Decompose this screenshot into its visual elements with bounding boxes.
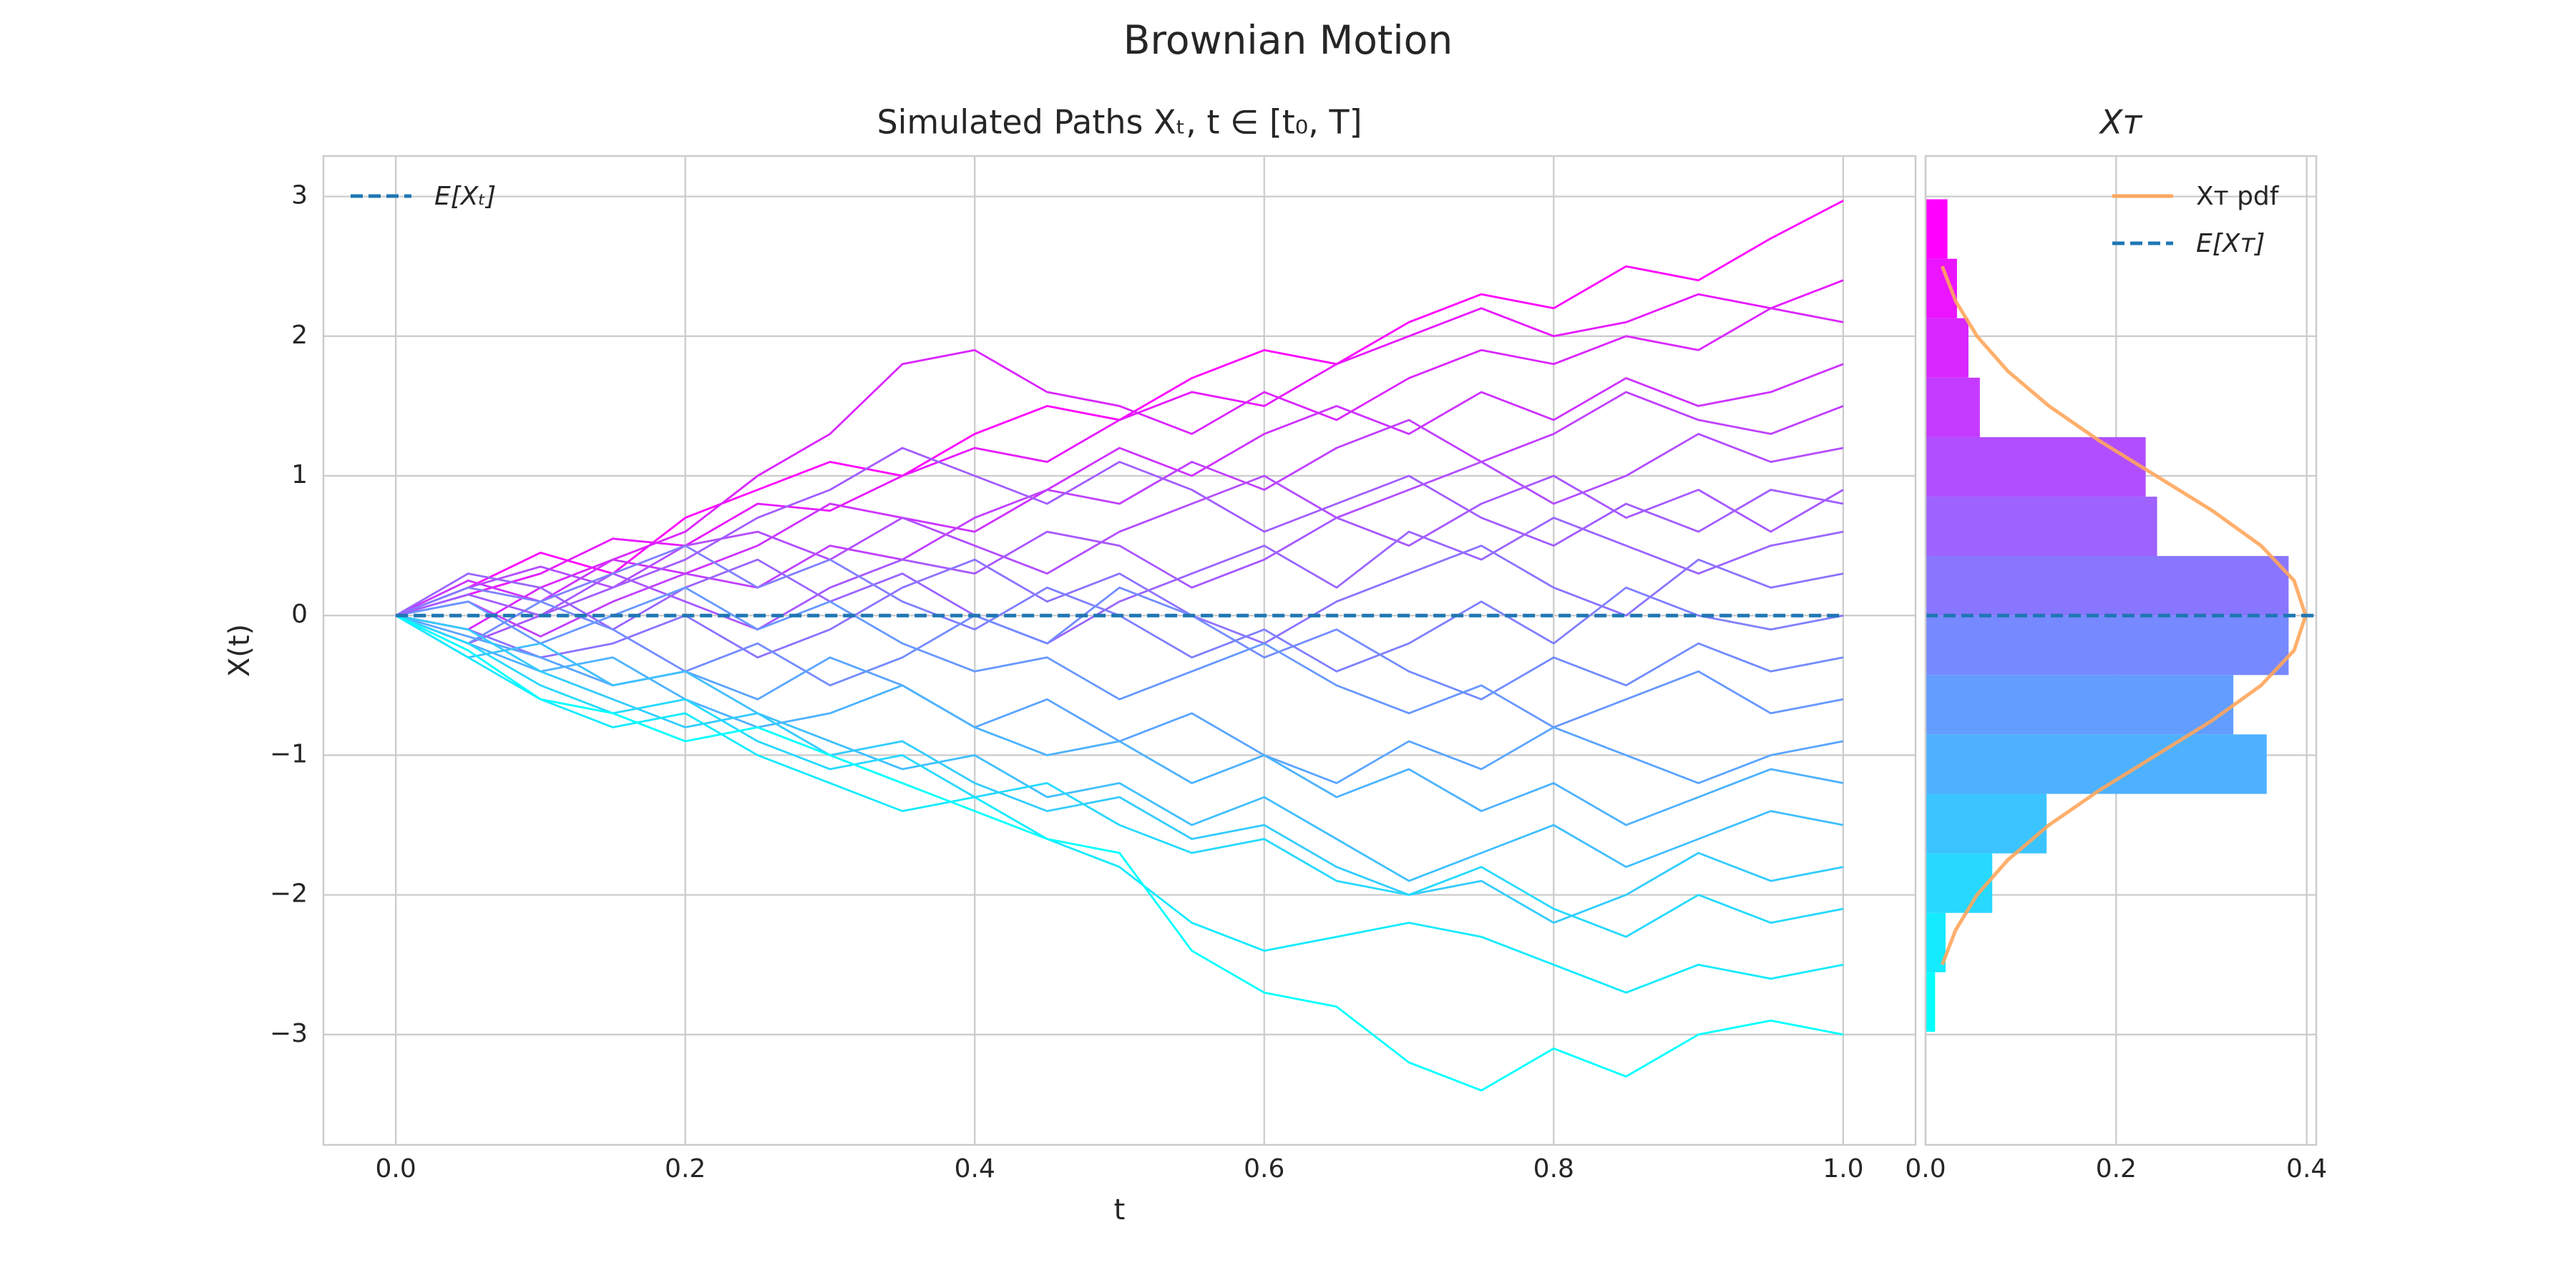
path-line: [395, 517, 1844, 645]
path-line: [395, 307, 1844, 631]
path-line: [395, 391, 1844, 638]
path-line: [395, 545, 1844, 673]
path-line: [395, 614, 1844, 882]
x-tick-label: 0.0: [1905, 1154, 1946, 1184]
axis-title: Xᴛ: [2099, 103, 2143, 142]
x-axis-label: t: [1114, 1194, 1126, 1226]
x-tick-label: 0.4: [2286, 1154, 2327, 1184]
hist-bar: [1926, 556, 2289, 616]
path-line: [395, 614, 1844, 924]
y-tick-label: 2: [291, 321, 308, 350]
y-axis-label: X(t): [223, 624, 256, 677]
path-line: [395, 200, 1844, 617]
hist-bar: [1926, 734, 2267, 794]
hist-bar: [1926, 853, 1993, 913]
y-tick-label: 0: [291, 600, 308, 629]
hist-bar: [1926, 436, 2146, 497]
hist-bar: [1926, 972, 1936, 1032]
x-tick-label: 0.6: [1244, 1154, 1284, 1184]
path-line: [395, 433, 1844, 617]
hist-bar: [1926, 615, 2289, 675]
path-line: [395, 586, 1844, 701]
hist-bar: [1926, 675, 2234, 735]
path-line: [395, 447, 1844, 617]
axes-frame: [322, 155, 1917, 1146]
path-line: [395, 614, 1844, 1092]
y-tick-label: −2: [270, 879, 308, 909]
path-line: [395, 614, 1844, 826]
legend-label: E[Xᴛ]: [2196, 229, 2265, 258]
x-tick-label: 0.2: [2096, 1154, 2137, 1184]
y-tick-label: 3: [291, 181, 308, 210]
path-line: [395, 474, 1844, 645]
path-line: [395, 279, 1844, 617]
legend-label: E[Xₜ]: [434, 182, 496, 211]
hist-bar: [1926, 199, 1948, 259]
y-tick-label: −3: [270, 1019, 308, 1048]
path-line: [395, 586, 1844, 728]
path-line: [395, 614, 1844, 938]
x-tick-label: 0.0: [376, 1154, 416, 1184]
hist-bar: [1926, 318, 1968, 378]
hist-bar: [1926, 377, 1980, 437]
path-line: [395, 363, 1844, 617]
x-tick-label: 0.8: [1533, 1154, 1574, 1184]
paths: [395, 200, 1844, 1092]
hist-bar: [1926, 497, 2157, 557]
x-tick-label: 1.0: [1823, 1154, 1863, 1184]
y-tick-label: −1: [270, 739, 308, 769]
legend-label: Xᴛ pdf: [2196, 182, 2280, 211]
x-tick-label: 0.4: [955, 1154, 995, 1184]
y-tick-label: 1: [291, 460, 308, 489]
figure-title: Brownian Motion: [1123, 17, 1453, 63]
axis-title: Simulated Paths Xₜ, t ∈ [t₀, T]: [877, 103, 1362, 142]
axes-frame: [1924, 155, 2318, 1146]
x-tick-label: 0.2: [665, 1154, 706, 1184]
